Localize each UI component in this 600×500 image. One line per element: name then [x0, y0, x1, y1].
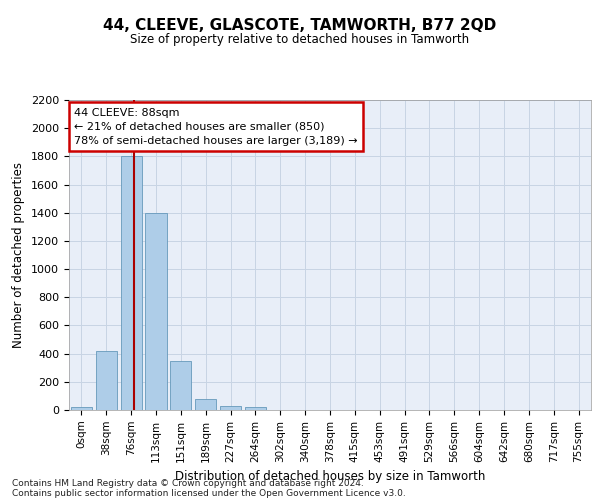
Bar [170, 360, 191, 410]
Text: Contains HM Land Registry data © Crown copyright and database right 2024.: Contains HM Land Registry data © Crown c… [12, 478, 364, 488]
Text: 44 CLEEVE: 88sqm
← 21% of detached houses are smaller (850)
78% of semi-detached: 44 CLEEVE: 88sqm ← 21% of detached house… [74, 108, 358, 146]
Bar [195, 398, 216, 410]
Bar [220, 406, 241, 410]
Bar [71, 407, 92, 410]
Y-axis label: Number of detached properties: Number of detached properties [13, 162, 25, 348]
X-axis label: Distribution of detached houses by size in Tamworth: Distribution of detached houses by size … [175, 470, 485, 483]
Text: Size of property relative to detached houses in Tamworth: Size of property relative to detached ho… [130, 32, 470, 46]
Bar [145, 212, 167, 410]
Text: Contains public sector information licensed under the Open Government Licence v3: Contains public sector information licen… [12, 488, 406, 498]
Text: 44, CLEEVE, GLASCOTE, TAMWORTH, B77 2QD: 44, CLEEVE, GLASCOTE, TAMWORTH, B77 2QD [103, 18, 497, 32]
Bar [121, 156, 142, 410]
Bar [96, 351, 117, 410]
Bar [245, 407, 266, 410]
